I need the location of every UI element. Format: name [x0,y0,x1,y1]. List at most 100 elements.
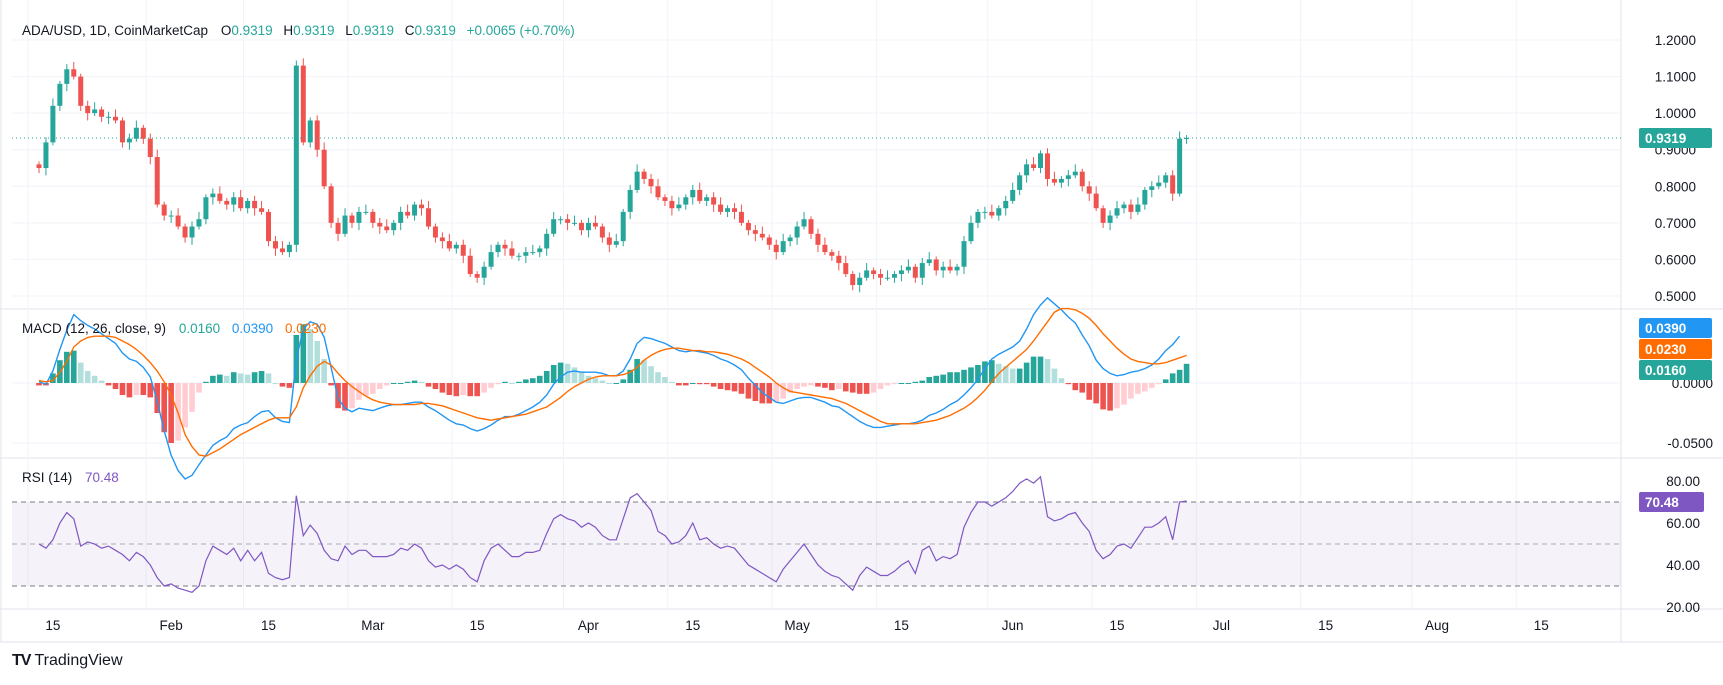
candle-body[interactable] [627,189,633,212]
candle-body[interactable] [551,219,557,234]
macd-histogram-bar[interactable] [557,362,564,383]
macd-histogram-bar[interactable] [363,383,369,397]
candle-body[interactable] [224,200,230,205]
macd-histogram-bar[interactable] [1086,383,1093,400]
candle-body[interactable] [293,65,299,245]
macd-histogram-bar[interactable] [564,363,571,383]
candle-body[interactable] [1156,182,1162,187]
macd-histogram-bar[interactable] [731,383,738,392]
candle-body[interactable] [919,263,925,278]
candle-body[interactable] [446,241,452,249]
macd-histogram-bar[interactable] [620,379,627,383]
candle-body[interactable] [1128,204,1134,212]
macd-histogram-bar[interactable] [794,383,800,389]
candle-body[interactable] [210,193,216,198]
macd-histogram-bar[interactable] [230,372,237,383]
candle-body[interactable] [766,237,772,245]
macd-histogram-bar[interactable] [460,383,467,395]
macd-histogram-bar[interactable] [307,329,314,383]
candle-body[interactable] [905,266,911,271]
rsi-line[interactable] [38,475,1187,593]
macd-histogram-bar[interactable] [237,373,244,383]
macd-histogram-bar[interactable] [961,369,967,383]
candle-body[interactable] [578,222,584,231]
macd-histogram-bar[interactable] [70,350,77,383]
macd-histogram-bar[interactable] [676,383,682,386]
macd-histogram-bar[interactable] [578,372,585,383]
candle-body[interactable] [787,237,793,242]
macd-histogram-bar[interactable] [223,375,230,383]
macd-histogram-bar[interactable] [717,383,724,389]
candle-body[interactable] [759,233,765,238]
macd-histogram-bar[interactable] [98,380,105,383]
macd-histogram-bar[interactable] [808,383,814,386]
candle-body[interactable] [565,219,571,223]
candle-body[interactable] [460,244,466,256]
candle-body[interactable] [168,215,174,217]
macd-histogram-bar[interactable] [940,374,946,383]
macd-histogram-bar[interactable] [884,383,891,386]
macd-histogram-bar[interactable] [745,383,752,399]
candle-body[interactable] [954,266,960,271]
macd-histogram-bar[interactable] [425,383,432,387]
candle-body[interactable] [801,219,807,227]
candle-body[interactable] [523,252,529,256]
candle-body[interactable] [36,164,42,168]
candle-body[interactable] [989,211,995,216]
candle-body[interactable] [1031,164,1037,168]
macd-histogram-bar[interactable] [634,359,640,383]
candle-body[interactable] [50,105,56,143]
macd-histogram-bar[interactable] [787,383,793,393]
macd-histogram-bar[interactable] [1176,369,1183,383]
macd-histogram-bar[interactable] [1030,356,1037,383]
candle-body[interactable] [516,255,522,257]
macd-histogram-bar[interactable] [975,365,981,383]
macd-histogram-bar[interactable] [1079,383,1086,393]
macd-histogram-bar[interactable] [703,383,710,385]
candle-body[interactable] [474,274,480,278]
macd-histogram-bar[interactable] [989,360,995,383]
candle-body[interactable] [530,252,536,254]
macd-histogram-bar[interactable] [161,383,167,433]
macd-histogram-bar[interactable] [689,383,696,384]
macd-histogram-bar[interactable] [147,383,154,398]
candle-body[interactable] [864,270,870,278]
candle-body[interactable] [384,226,390,231]
macd-histogram-bar[interactable] [801,383,807,387]
macd-histogram-bar[interactable] [328,383,334,386]
macd-histogram-bar[interactable] [571,367,578,383]
macd-histogram-bar[interactable] [842,383,849,392]
macd-histogram-bar[interactable] [926,377,933,383]
candle-body[interactable] [85,105,91,114]
macd-histogram-bar[interactable] [509,383,515,384]
rsi-legend[interactable]: RSI (14) 70.48 [22,470,119,485]
macd-histogram-bar[interactable] [877,383,884,389]
candle-body[interactable] [634,171,640,190]
candle-body[interactable] [829,252,835,256]
macd-histogram-bar[interactable] [314,341,320,383]
macd-histogram-bar[interactable] [370,383,376,394]
candle-body[interactable] [871,270,877,275]
candle-body[interactable] [398,211,404,223]
macd-histogram-bar[interactable] [1114,383,1120,409]
macd-histogram-bar[interactable] [863,383,870,394]
macd-histogram-bar[interactable] [1121,383,1127,405]
macd-histogram-bar[interactable] [77,362,84,383]
candle-body[interactable] [982,211,988,213]
macd-histogram-bar[interactable] [530,378,536,383]
macd-histogram-bar[interactable] [133,383,140,395]
candle-body[interactable] [279,248,285,253]
macd-histogram-bar[interactable] [376,383,383,389]
macd-histogram-bar[interactable] [815,383,821,387]
candle-body[interactable] [1051,178,1057,183]
candle-body[interactable] [307,120,313,143]
candle-body[interactable] [154,157,160,205]
candle-body[interactable] [836,255,842,264]
macd-histogram-bar[interactable] [203,381,209,383]
candle-body[interactable] [738,211,744,223]
macd-histogram-bar[interactable] [154,383,161,413]
candle-body[interactable] [495,244,501,253]
candle-body[interactable] [648,178,654,187]
candle-body[interactable] [585,222,591,231]
macd-histogram-bar[interactable] [383,383,390,386]
